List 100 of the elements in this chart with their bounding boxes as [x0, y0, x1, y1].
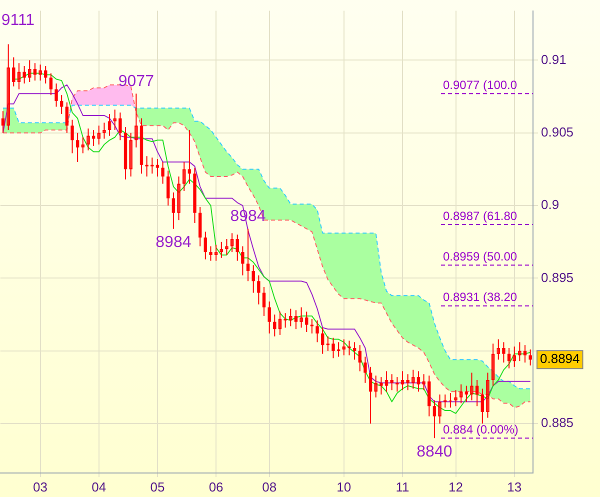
candlestick — [108, 113, 112, 136]
candlestick — [358, 344, 362, 372]
candlestick — [166, 170, 170, 206]
candlestick — [129, 132, 132, 177]
candlestick — [12, 56, 16, 87]
y-tick-label: 0.885 — [541, 415, 574, 430]
candlestick — [102, 122, 106, 140]
candlestick — [464, 385, 468, 402]
candlestick — [33, 62, 37, 82]
candlestick — [1, 110, 5, 134]
candlestick — [332, 337, 335, 359]
candlestick — [278, 311, 282, 336]
ref-line-label: 0.884 (0.00%) — [443, 422, 518, 436]
candlestick — [49, 72, 53, 96]
annotation: 8984 — [156, 234, 192, 252]
x-tick-label: 11 — [396, 479, 410, 494]
candlestick — [273, 314, 276, 337]
candlestick — [209, 246, 212, 262]
candlestick — [512, 346, 516, 368]
annotation: 9077 — [118, 73, 154, 90]
candlestick — [518, 342, 522, 362]
y-tick-label: 0.895 — [541, 270, 574, 285]
candlestick — [321, 327, 324, 354]
candlestick — [348, 340, 351, 356]
candlestick — [342, 338, 346, 356]
candlestick — [475, 379, 479, 407]
candlestick — [486, 372, 490, 418]
candlestick — [214, 244, 218, 262]
candlestick — [241, 246, 244, 276]
candlestick — [412, 369, 415, 390]
x-tick-label: 04 — [92, 479, 106, 494]
candlestick — [496, 338, 500, 360]
x-tick-label: 10 — [336, 479, 352, 494]
candlestick — [416, 370, 420, 392]
candlestick — [6, 44, 10, 130]
ref-line-label: 0.8959 (50.00 — [443, 249, 518, 264]
x-tick-label: 12 — [448, 479, 463, 494]
candlestick — [28, 60, 32, 83]
candlestick — [284, 312, 287, 328]
candlestick — [380, 376, 383, 396]
candlestick — [182, 161, 186, 192]
candlestick — [300, 306, 303, 328]
x-tick-label: 03 — [33, 479, 48, 494]
candlestick — [172, 192, 176, 230]
y-tick-label: 0.9 — [541, 197, 560, 212]
candlestick — [38, 64, 42, 82]
candlestick — [480, 388, 484, 424]
candlestick — [230, 232, 234, 253]
candlestick — [310, 318, 314, 334]
candlestick — [432, 400, 436, 439]
ref-line-label: 0.9077 (100.0 — [443, 78, 518, 92]
y-tick-label: 0.91 — [541, 52, 566, 67]
candlestick — [406, 374, 410, 391]
candlestick — [156, 158, 160, 177]
candlestick — [65, 102, 69, 134]
x-tick-label: 05 — [150, 479, 165, 494]
candlestick — [86, 128, 90, 151]
candlestick — [268, 300, 271, 334]
candlestick — [76, 132, 80, 162]
candlestick — [289, 308, 292, 327]
candlestick — [459, 384, 463, 404]
candlestick — [374, 375, 378, 398]
candlestick — [236, 234, 239, 262]
candlestick — [81, 136, 84, 154]
x-tick-label: 08 — [262, 479, 277, 494]
candlestick — [305, 311, 308, 333]
candlestick — [188, 129, 192, 184]
y-tick-label: 0.905 — [541, 124, 574, 140]
candlestick — [396, 376, 399, 392]
candlestick — [528, 348, 532, 366]
candlestick — [364, 356, 367, 384]
candlestick — [246, 228, 250, 282]
annotation: 8840 — [416, 444, 452, 461]
candlestick — [145, 156, 148, 177]
candlestick — [507, 348, 511, 369]
text: 0.8894 — [540, 351, 580, 366]
candlestick — [257, 274, 260, 305]
candlestick — [422, 374, 426, 391]
candlestick — [17, 62, 21, 90]
candlestick — [113, 109, 116, 130]
candlestick — [204, 231, 208, 260]
candlestick — [400, 370, 404, 391]
candlestick — [54, 82, 58, 108]
x-tick-label: 06 — [208, 479, 224, 494]
candlestick — [390, 374, 394, 391]
candlestick — [262, 286, 266, 317]
candlestick — [491, 343, 495, 386]
candlestick — [470, 372, 474, 401]
candlestick — [44, 66, 48, 84]
candlestick — [225, 238, 228, 256]
annotation: 9111 — [1, 12, 35, 30]
candlestick — [220, 241, 223, 258]
x-tick-label: 13 — [507, 479, 522, 494]
candlestick — [70, 119, 74, 154]
ref-line-label: 0.8987 (61.80 — [443, 208, 518, 223]
candlestick — [352, 342, 356, 360]
candlestick — [523, 344, 527, 364]
candlestick — [368, 366, 372, 424]
candlestick — [252, 264, 255, 294]
candlestick — [294, 310, 298, 330]
